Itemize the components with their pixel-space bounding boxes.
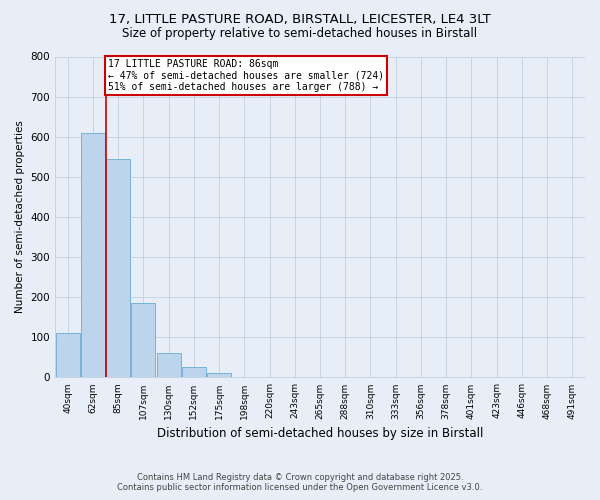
Bar bbox=[56, 334, 80, 378]
Text: 17, LITTLE PASTURE ROAD, BIRSTALL, LEICESTER, LE4 3LT: 17, LITTLE PASTURE ROAD, BIRSTALL, LEICE… bbox=[109, 12, 491, 26]
Bar bbox=[81, 132, 105, 378]
Text: Size of property relative to semi-detached houses in Birstall: Size of property relative to semi-detach… bbox=[122, 28, 478, 40]
Bar bbox=[207, 374, 231, 378]
Bar bbox=[106, 159, 130, 378]
Bar bbox=[157, 354, 181, 378]
Y-axis label: Number of semi-detached properties: Number of semi-detached properties bbox=[15, 120, 25, 314]
Text: Contains HM Land Registry data © Crown copyright and database right 2025.
Contai: Contains HM Land Registry data © Crown c… bbox=[118, 473, 482, 492]
Bar bbox=[232, 376, 256, 378]
X-axis label: Distribution of semi-detached houses by size in Birstall: Distribution of semi-detached houses by … bbox=[157, 427, 483, 440]
Text: 17 LITTLE PASTURE ROAD: 86sqm
← 47% of semi-detached houses are smaller (724)
51: 17 LITTLE PASTURE ROAD: 86sqm ← 47% of s… bbox=[108, 58, 384, 92]
Bar bbox=[131, 303, 155, 378]
Bar bbox=[182, 368, 206, 378]
